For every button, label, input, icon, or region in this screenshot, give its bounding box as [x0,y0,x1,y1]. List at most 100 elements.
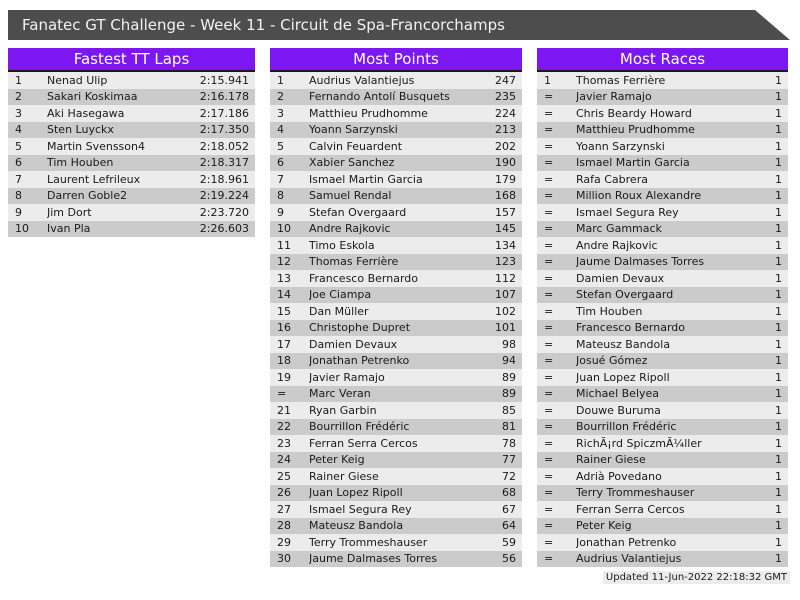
driver-name-cell: Stefan Overgaard [309,205,407,219]
rank-cell: 8 [277,189,284,203]
table-row: 12 Thomas Ferrière 123 [270,253,522,270]
rank-cell: 6 [15,156,22,170]
table-row: 11 Timo Eskola 134 [270,237,522,254]
value-cell: 1 [775,354,782,368]
table-row: = Mateusz Bandola 1 [537,336,788,353]
rank-cell: 10 [15,222,29,236]
table-row: 13 Francesco Bernardo 112 [270,270,522,287]
value-cell: 123 [495,255,516,269]
rank-cell: 11 [277,238,291,252]
table-row: 10 Ivan Pla 2:26.603 [8,220,255,237]
driver-name-cell: Peter Keig [576,519,632,533]
rank-cell: 3 [15,106,22,120]
driver-name-cell: Matthieu Prudhomme [576,123,695,137]
driver-name-cell: Douwe Buruma [576,403,661,417]
driver-name-cell: Jaume Dalmases Torres [576,255,705,269]
rank-cell: = [544,552,554,566]
rank-cell: 24 [277,453,291,467]
rank-cell: 16 [277,321,291,335]
driver-name-cell: Sakari Koskimaa [47,90,138,104]
rank-cell: = [544,123,554,137]
table-row: 27 Ismael Segura Rey 67 [270,501,522,518]
rank-cell: 21 [277,403,291,417]
driver-name-cell: Jonathan Petrenko [576,535,677,549]
driver-name-cell: RichÃ¡rd SpiczmÃ¼ller [576,436,702,450]
value-cell: 224 [495,106,516,120]
table-row: = Javier Ramajo 1 [537,88,788,105]
value-cell: 2:16.178 [199,90,249,104]
rank-cell: = [544,420,554,434]
table-row: 15 Dan Müller 102 [270,303,522,320]
rank-cell: = [544,519,554,533]
value-cell: 1 [775,73,782,87]
value-cell: 77 [502,453,516,467]
rank-cell: 22 [277,420,291,434]
value-cell: 2:26.603 [199,222,249,236]
table-row: 23 Ferran Serra Cercos 78 [270,435,522,452]
table-row: = Chris Beardy Howard 1 [537,105,788,122]
rank-cell: 7 [15,172,22,186]
rank-cell: = [544,106,554,120]
driver-name-cell: Christophe Dupret [309,321,411,335]
driver-name-cell: Thomas Ferrière [309,255,399,269]
driver-name-cell: Bourrillon Frédéric [309,420,410,434]
table-row: = Peter Keig 1 [537,517,788,534]
value-cell: 1 [775,288,782,302]
rank-cell: = [544,354,554,368]
table-row: 1 Audrius Valantiejus 247 [270,72,522,89]
rank-cell: = [544,469,554,483]
rank-cell: 14 [277,288,291,302]
driver-name-cell: Juan Lopez Ripoll [309,486,403,500]
driver-name-cell: Ismael Segura Rey [309,502,412,516]
rank-cell: 30 [277,552,291,566]
table-row: = Matthieu Prudhomme 1 [537,121,788,138]
driver-name-cell: Martin Svensson4 [47,139,145,153]
value-cell: 2:18.317 [199,156,249,170]
driver-name-cell: Mateusz Bandola [309,519,404,533]
value-cell: 1 [775,420,782,434]
value-cell: 145 [495,222,516,236]
rank-cell: 23 [277,436,291,450]
value-cell: 1 [775,519,782,533]
value-cell: 179 [495,172,516,186]
rank-cell: = [544,271,554,285]
value-cell: 1 [775,453,782,467]
rank-cell: = [544,288,554,302]
rank-cell: = [544,502,554,516]
value-cell: 89 [502,370,516,384]
value-cell: 1 [775,304,782,318]
table-row: = Damien Devaux 1 [537,270,788,287]
table-row: 8 Samuel Rendal 168 [270,187,522,204]
value-cell: 64 [502,519,516,533]
table-row: = Douwe Buruma 1 [537,402,788,419]
rank-cell: = [544,304,554,318]
driver-name-cell: Mateusz Bandola [576,337,671,351]
value-cell: 1 [775,172,782,186]
rank-cell: 4 [277,123,284,137]
driver-name-cell: Andre Rajkovic [576,238,658,252]
table-row: 1 Thomas Ferrière 1 [537,72,788,89]
driver-name-cell: Ferran Serra Cercos [309,436,418,450]
table-row: = Ismael Martin Garcia 1 [537,154,788,171]
driver-name-cell: Ismael Segura Rey [576,205,679,219]
table-row: 19 Javier Ramajo 89 [270,369,522,386]
rank-cell: 1 [15,73,22,87]
table-row: = Ismael Segura Rey 1 [537,204,788,221]
driver-name-cell: Stefan Overgaard [576,288,674,302]
table-row: = Million Roux Alexandre 1 [537,187,788,204]
rank-cell: 1 [544,73,551,87]
page-title-bar: Fanatec GT Challenge - Week 11 - Circuit… [8,10,790,40]
value-cell: 2:19.224 [199,189,249,203]
rank-cell: 10 [277,222,291,236]
value-cell: 1 [775,238,782,252]
table-row: = Andre Rajkovic 1 [537,237,788,254]
value-cell: 1 [775,337,782,351]
table-rows-most-races: 1 Thomas Ferrière 1 = Javier Ramajo 1 = Chris B… [537,72,788,567]
value-cell: 1 [775,222,782,236]
table-row: 7 Laurent Lefrileux 2:18.961 [8,171,255,188]
table-row: = Terry Trommeshauser 1 [537,484,788,501]
value-cell: 1 [775,469,782,483]
table-row: 9 Stefan Overgaard 157 [270,204,522,221]
table-row: 21 Ryan Garbin 85 [270,402,522,419]
leaderboard-tables-container: Fastest TT Laps 1 Nenad Ulip 2:15.941 2 Saka… [8,48,788,567]
